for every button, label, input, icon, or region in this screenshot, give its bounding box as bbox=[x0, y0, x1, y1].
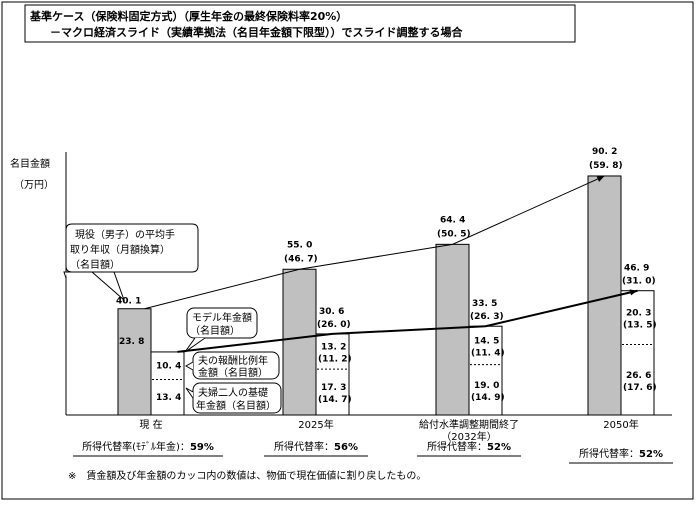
model-real-value-label: (26. 0) bbox=[317, 320, 351, 330]
category-label: 2025年 bbox=[298, 418, 333, 431]
model-real-value-label: (26. 3) bbox=[470, 312, 504, 322]
earnings-value-label: 14. 5 bbox=[474, 336, 499, 346]
wage-real-value-label: (50. 5) bbox=[437, 229, 471, 239]
title-line2: －マクロ経済スライド（実績準拠法（名目年金額下限型））でスライド調整する場合 bbox=[50, 25, 463, 39]
wage-value-label: 90. 2 bbox=[592, 147, 617, 157]
basic-value-label: 26. 6 bbox=[626, 371, 651, 381]
wage-callout-line2: 取り年収（月額換算） bbox=[70, 243, 170, 256]
basic-callout-pointer bbox=[185, 387, 194, 399]
model-value-label: 30. 6 bbox=[319, 307, 344, 317]
basic-value-label: 13. 4 bbox=[156, 393, 181, 403]
earnings-callout-line1: 夫の報酬比例年 bbox=[198, 354, 268, 367]
model-pension-bar bbox=[315, 333, 350, 416]
wage-value-label: 40. 1 bbox=[116, 297, 141, 307]
wage-real-value-label: (59. 8) bbox=[589, 161, 623, 171]
wage-callout-bubble bbox=[63, 223, 199, 302]
wage-bar bbox=[435, 243, 470, 416]
basic-callout-line2: 年金額（名目額） bbox=[196, 399, 276, 412]
model-callout-bubble bbox=[186, 307, 258, 339]
wage-trend-line bbox=[144, 175, 605, 310]
basic-value-label: 19. 0 bbox=[474, 381, 499, 391]
basic-callout-line1: 夫婦二人の基礎 bbox=[198, 386, 268, 399]
category-label: 給付水準調整期間終了 bbox=[419, 418, 519, 431]
category-sublabel: （2032年） bbox=[441, 430, 496, 443]
basic-real-value-label: (14. 7) bbox=[318, 395, 352, 405]
earnings-value-label: 20. 3 bbox=[626, 309, 651, 319]
wage-bar bbox=[282, 268, 317, 416]
model-value-label: 46. 9 bbox=[624, 264, 649, 274]
model-callout-pointer bbox=[184, 337, 206, 353]
replacement-rate-label: 所得代替率：52% bbox=[427, 440, 511, 453]
title-box bbox=[24, 4, 576, 43]
wage-callout-line3: （名目額） bbox=[70, 258, 120, 271]
model-pension-trend-line bbox=[177, 289, 638, 353]
arrowhead-icon bbox=[596, 175, 605, 182]
earnings-callout-line2: 金額（名目額） bbox=[198, 366, 268, 379]
y-axis-label: 名目金額 bbox=[10, 157, 50, 170]
model-real-value-label: (31. 0) bbox=[622, 277, 656, 287]
earnings-real-value-label: (11. 4) bbox=[471, 348, 505, 358]
model-callout-line1: モデル年金額 bbox=[192, 311, 252, 324]
wage-callout-line1: 現役（男子）の平均手 bbox=[75, 228, 175, 241]
model-callout-line2: （名目額） bbox=[190, 324, 240, 337]
wage-real-value-label: (46. 7) bbox=[284, 254, 318, 264]
title-line1: 基準ケース（保険料固定方式）（厚生年金の最終保険料率20%） bbox=[29, 9, 347, 23]
category-label: 現 在 bbox=[139, 419, 162, 431]
basic-real-value-label: (17. 6) bbox=[623, 383, 657, 393]
model-value-label: 23. 8 bbox=[119, 337, 144, 347]
category-label: 2050年 bbox=[603, 418, 638, 431]
replacement-rate-label: 所得代替率(ﾓﾃﾞﾙ年金)：59% bbox=[82, 440, 214, 453]
wage-bar bbox=[117, 308, 152, 416]
model-pension-bar bbox=[468, 325, 503, 416]
basic-real-value-label: (14. 9) bbox=[471, 393, 505, 403]
wage-value-label: 64. 4 bbox=[440, 215, 465, 225]
earnings-real-value-label: (13. 5) bbox=[623, 321, 657, 331]
replacement-rate-label: 所得代替率：52% bbox=[579, 447, 663, 460]
earnings-value-label: 10. 4 bbox=[156, 362, 181, 372]
replacement-rate-label: 所得代替率：56% bbox=[274, 440, 358, 453]
y-axis-unit: （万円） bbox=[14, 179, 54, 191]
earnings-value-label: 13. 2 bbox=[321, 343, 346, 353]
earnings-callout-pointer bbox=[184, 361, 194, 371]
wage-value-label: 55. 0 bbox=[287, 240, 312, 250]
model-value-label: 33. 5 bbox=[472, 299, 497, 309]
model-pension-bar bbox=[150, 351, 185, 416]
footnote: ※ 賃金額及び年金額のカッコ内の数値は、物価で現在価値に割り戻したもの。 bbox=[68, 469, 426, 482]
earnings-real-value-label: (11. 2) bbox=[318, 355, 352, 365]
arrowhead-icon bbox=[629, 289, 638, 296]
basic-value-label: 17. 3 bbox=[321, 383, 346, 393]
